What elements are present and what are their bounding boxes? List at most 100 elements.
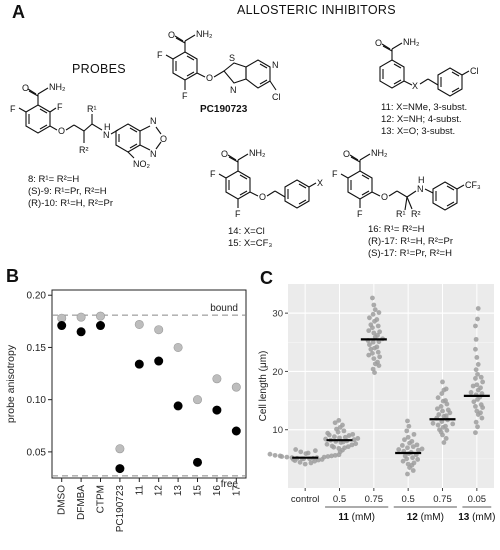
data-point [470,383,476,389]
c16-nh-h: H [418,175,425,185]
data-point [154,325,164,335]
data-point [443,386,449,392]
x-tick-label: DMSO [57,485,68,515]
data-point [298,449,304,455]
probes-caption-line: (S)-9: R¹=Pr, R²=H [28,186,107,197]
data-point [367,315,372,321]
data-point [435,422,441,428]
c14-x-label: X [317,178,323,188]
x-tick-label: 0.75 [365,494,384,505]
data-point [289,455,295,461]
compound-caption-line: 13: X=O; 3-subst. [381,126,456,137]
data-point [341,428,347,434]
data-point [231,382,241,392]
compound-caption-line: 16: R¹= R²=H [368,224,425,235]
data-point [468,390,474,395]
data-point [377,354,383,360]
data-point [405,418,410,424]
data-point [370,366,376,372]
data-point [351,437,357,443]
data-point [411,431,417,437]
pc-s-label: S [229,53,235,63]
data-point [419,446,425,452]
compound-caption-line: 11: X=NMe, 3-subst. [381,102,468,113]
data-point [480,379,486,385]
plot-background [288,284,494,488]
compound-number: 12 [407,512,419,523]
data-point [479,391,485,396]
data-point [415,457,421,462]
data-point [346,433,352,438]
data-point [402,453,408,459]
data-point [115,464,125,474]
data-point [405,471,410,477]
probe-r2-label: R² [79,145,89,155]
data-point [154,356,164,366]
c16-nh2-label: NH₂ [371,148,388,158]
compound-unit: (mM) [418,512,444,523]
data-point [350,431,356,437]
data-point [474,382,480,388]
data-point [406,423,412,429]
data-point [212,405,222,415]
data-point [410,444,416,450]
data-point [76,327,86,337]
c11-cl-label: Cl [470,66,479,76]
panel-c-letter: C [260,268,273,288]
data-point [76,312,86,322]
data-point [473,419,479,425]
y-tick-label: 0.10 [27,395,47,406]
data-point [293,447,299,452]
data-point [272,452,278,458]
data-point [443,423,448,429]
probe-structure: O NH₂ F F O R¹ R² H N N N O NO₂ [10,82,167,169]
data-point [475,362,481,367]
data-point [402,437,407,443]
anisotropy-chart: 0.05 0.10 0.15 0.20 DMSO DFMBA CTPM PC190723 11 1… [5,289,247,533]
data-point [308,460,314,466]
data-point [435,406,440,412]
compound-caption-line: 15: X=CF₃ [228,238,273,249]
data-point [371,302,377,308]
pc-f-left: F [157,50,163,60]
data-point [440,408,445,414]
pc-n-label: N [230,85,237,95]
data-point [443,436,449,441]
c16-ether-o: O [381,192,388,202]
panel-b-letter: B [6,266,19,286]
probes-caption-line: (R)-10: R¹=H, R²=Pr [28,198,113,209]
data-point [473,404,478,409]
y-tick-label: 10 [272,425,283,436]
data-point [479,415,485,421]
data-point [478,385,483,391]
data-point [377,329,383,335]
data-point [332,434,337,440]
data-point [355,436,361,441]
data-point [473,430,478,436]
y-tick-label: 0.20 [27,291,47,302]
data-point [366,328,372,334]
data-point [284,454,290,460]
c16-f-bottom: F [357,209,363,219]
y-tick-label: 30 [272,309,283,320]
compound-group-label: 12 (mM) [407,512,444,523]
pc190723-structure: O NH₂ F F O S N N Cl [157,29,281,102]
allosteric-inhibitors-heading: ALLOSTERIC INHIBITORS [237,3,396,17]
x-tick-label: 15 [193,485,204,497]
c11-carbonyl-o: O [375,38,382,48]
plot-frame [51,289,247,479]
cell-length-chart: 10 20 30 Cell length (μm) control 0.5 0.75 0.5 0… [258,284,495,523]
data-point [478,374,484,380]
c14-ether-o: O [259,192,266,202]
data-point [370,339,376,345]
data-point [367,342,372,348]
compounds-11-13-structure: O NH₂ X Cl [375,37,479,97]
compound-number: 11 [338,512,349,523]
data-point [193,457,203,467]
data-point [438,404,444,409]
data-point [336,417,342,423]
data-point [305,450,311,456]
data-point [312,448,318,454]
data-point [478,402,484,408]
x-tick-label: PC190723 [115,485,126,533]
